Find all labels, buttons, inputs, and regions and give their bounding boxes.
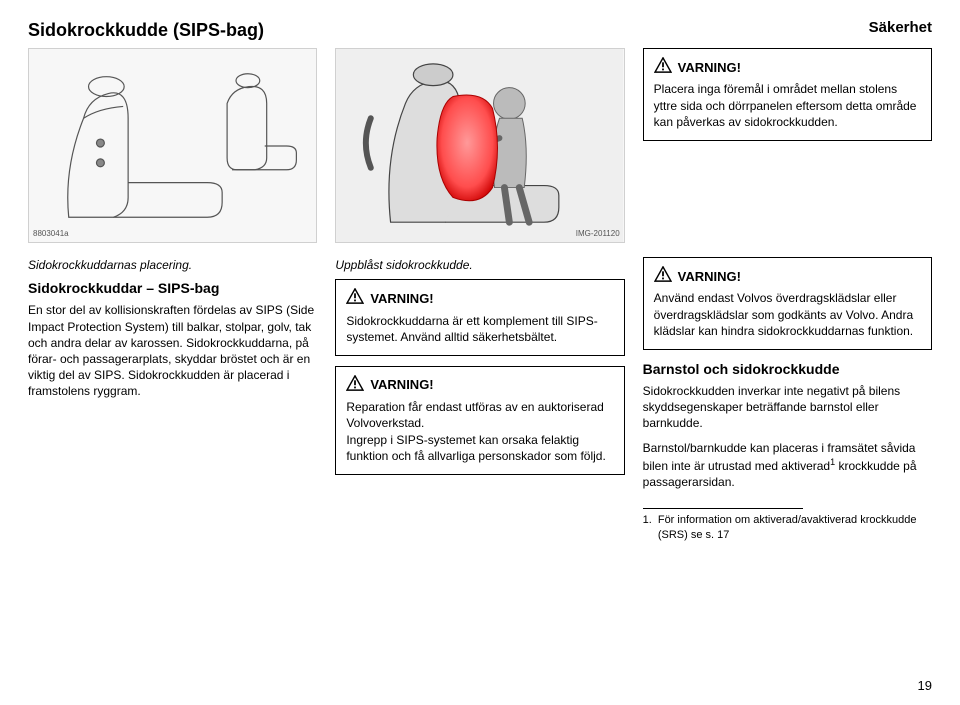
warning-text: Reparation får endast utföras av en aukt… xyxy=(346,399,613,464)
illustration-caption-a: Sidokrockkuddarnas placering. xyxy=(28,257,317,273)
image-reference-a: 8803041a xyxy=(33,229,69,240)
column-1: Sidokrockkuddarnas placering. Sidokrockk… xyxy=(28,257,317,542)
warning-title: VARNING! xyxy=(678,59,741,77)
footnote-separator xyxy=(643,508,803,509)
image-reference-b: IMG-201120 xyxy=(576,229,620,240)
page-number: 19 xyxy=(918,677,932,695)
warning-box-complement: VARNING! Sidokrockkuddarna är ett komple… xyxy=(335,279,624,356)
body-text-sips: En stor del av kollisionskraften fördela… xyxy=(28,302,317,399)
illustration-caption-b: Uppblåst sidokrockkudde. xyxy=(335,257,624,273)
warning-box-covers: VARNING! Använd endast Volvos överdragsk… xyxy=(643,257,932,350)
footnote: 1. För information om aktiverad/avaktive… xyxy=(643,513,932,543)
warning-box-repair: VARNING! Reparation får endast utföras a… xyxy=(335,366,624,475)
subheading-childseat: Barnstol och sidokrockkudde xyxy=(643,360,932,379)
footnote-text: För information om aktiverad/avaktiverad… xyxy=(658,513,932,543)
page-header: Säkerhet xyxy=(869,18,932,38)
body-text-childseat-1: Sidokrockkudden inverkar inte negativt p… xyxy=(643,383,932,432)
footnote-number: 1. xyxy=(643,513,652,543)
warning-text: Använd endast Volvos överdragsklädslar e… xyxy=(654,290,921,339)
warning-triangle-icon xyxy=(654,57,672,77)
warning-triangle-icon xyxy=(346,288,364,308)
column-2: Uppblåst sidokrockkudde. VARNING! Sidokr… xyxy=(335,257,624,542)
warning-box-placement: VARNING! Placera inga föremål i området … xyxy=(643,48,932,141)
warning-title: VARNING! xyxy=(678,268,741,286)
body-text-childseat-2: Barnstol/barnkudde kan placeras i framsä… xyxy=(643,440,932,491)
warning-text: Sidokrockkuddarna är ett komplement till… xyxy=(346,313,613,345)
section-title: Sidokrockkudde (SIPS-bag) xyxy=(28,18,264,42)
column-3: VARNING! Använd endast Volvos överdragsk… xyxy=(643,257,932,542)
subheading-sips: Sidokrockkuddar – SIPS-bag xyxy=(28,279,317,298)
warning-title: VARNING! xyxy=(370,290,433,308)
illustration-inflated-airbag: IMG-201120 xyxy=(335,48,624,243)
warning-title: VARNING! xyxy=(370,376,433,394)
warning-triangle-icon xyxy=(346,375,364,395)
warning-triangle-icon xyxy=(654,266,672,286)
illustration-seat-placement: 8803041a xyxy=(28,48,317,243)
warning-text: Placera inga föremål i området mellan st… xyxy=(654,81,921,130)
